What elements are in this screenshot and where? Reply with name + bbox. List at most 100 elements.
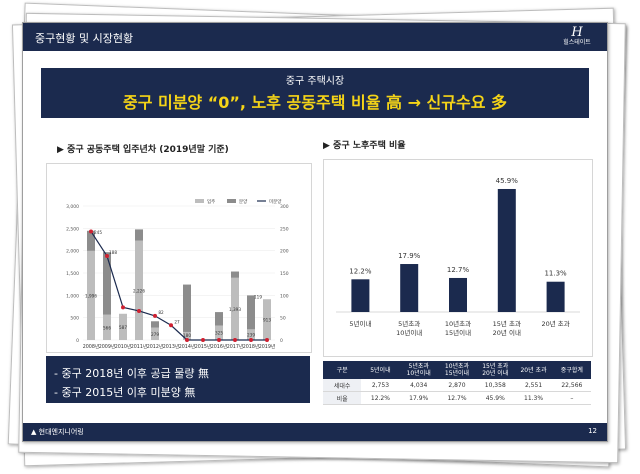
bar-move-in [151, 327, 159, 340]
category-label: 5년초과 10년이내 [396, 319, 422, 337]
unsold-value-label: 27 [174, 319, 180, 324]
category-label-line: 5년이내 [349, 319, 371, 328]
line-unsold [90, 231, 267, 341]
table-cell: 2,753 [361, 379, 400, 392]
table-header-cell: 중구합계 [552, 361, 591, 379]
page-number: 12 [588, 427, 597, 435]
table-cell: 11.3% [514, 391, 553, 405]
right-section-title: ▶ 중구 노후주택 비율 [323, 141, 406, 151]
category-label-line: 15년 초과 [493, 319, 521, 328]
y-right-tick-label: 50 [280, 316, 286, 322]
stack-value-label: 119 [254, 294, 262, 299]
bar-move-in [87, 250, 95, 340]
unsold-value-label: 82 [158, 310, 164, 315]
x-tick-label: 2017년 [227, 343, 244, 350]
footer-brand: ▲ 현대엔지니어링 [31, 427, 84, 437]
bar-move-in [263, 299, 271, 340]
table-cell: – [552, 391, 591, 405]
brand-logo: H 힐스테이트 [557, 26, 597, 48]
footer-brand-name: 현대엔지니어링 [38, 428, 84, 436]
bar-sale [215, 312, 223, 326]
category-label: 5년이내 [349, 319, 371, 328]
ratio-value-label: 45.9% [496, 177, 519, 185]
old-housing-ratio-chart: 12.2% 5년이내 17.9% 5년초과 10년이내 12.7% 10년초과 15년이내 45… [336, 177, 580, 337]
banner-headline: 중구 미분양 “0”, 노후 공동주택 비율 高 → 신규수요 多 [122, 93, 508, 112]
headline-banner: 중구 주택시장 중구 미분양 “0”, 노후 공동주택 비율 高 → 신규수요 … [41, 68, 589, 118]
move-in-year-chart: 0 500 1,000 1,500 2,000 2,500 3,000 0 50 100 150 20… [66, 198, 289, 350]
ratio-bar [351, 279, 370, 312]
table-cell: 12.7% [437, 391, 477, 405]
table-cell: 2,870 [437, 379, 477, 392]
legend-swatch [227, 199, 236, 203]
table-header-cell: 5년이내 [361, 361, 400, 379]
unsold-point [233, 338, 237, 342]
y-left-tick-label: 1,500 [66, 271, 79, 277]
legend-label: 분양 [239, 198, 247, 205]
housing-age-table: 구분 5년이내 5년초과 10년이내 10년초과 15년이내 15년 초과 20년 이내 20년… [323, 361, 591, 405]
y-left-tick-label: 1,000 [66, 293, 79, 299]
company-logo-icon: ▲ [31, 428, 37, 436]
banner-subtitle: 중구 주택시장 [285, 76, 345, 87]
y-left-tick-label: 2,500 [66, 226, 79, 232]
bar-move-in [103, 314, 111, 340]
y-right-tick-label: 0 [280, 338, 283, 344]
stack-value-label: 245 [94, 230, 102, 235]
ratio-bar [449, 277, 467, 312]
table-header-cell: 10년초과 15년이내 [437, 361, 477, 379]
bar-value-label: 587 [119, 325, 127, 330]
legend-swatch [195, 199, 204, 203]
unsold-point [153, 313, 157, 318]
unsold-point [201, 338, 205, 342]
ratio-bar [400, 264, 419, 312]
x-tick-label: 2018년 [243, 343, 260, 350]
y-right-tick-label: 250 [280, 226, 289, 232]
summary-notes: - 중구 2018년 이후 공급 물량 無 - 중구 2015년 이후 미분양 … [46, 356, 310, 403]
table-header-cell: 구분 [323, 361, 362, 379]
table-cell: 45.9% [476, 391, 515, 405]
ratio-bar [546, 281, 565, 312]
table-header-row: 구분 5년이내 5년초과 10년이내 10년초과 15년이내 15년 초과 20년 이내 20년… [323, 361, 591, 379]
x-tick-label: 2013년 [163, 343, 180, 350]
category-label-line: 15년이내 [445, 328, 471, 337]
move-in-chart-panel: 0 500 1,000 1,500 2,000 2,500 3,000 0 50 100 150 20… [46, 163, 312, 353]
table-cell: 비율 [323, 391, 362, 405]
category-label-line: 10년초과 [445, 319, 471, 328]
bar-value-label: 1,393 [229, 307, 241, 312]
category-label-line: 10년이내 [396, 328, 422, 337]
table-cell: 2,551 [514, 379, 553, 392]
x-tick-label: 2009년 [99, 343, 116, 350]
bar-sale [135, 229, 143, 241]
bar-value-label: 566 [103, 325, 111, 330]
y-left-tick-label: 3,000 [66, 204, 79, 210]
x-tick-label: 2019년 [259, 343, 276, 350]
bar-move-in [215, 325, 223, 340]
table-cell: 12.2% [361, 391, 400, 405]
y-right-tick-label: 300 [280, 204, 289, 210]
category-label-line: 5년초과 [398, 319, 420, 328]
unsold-point [105, 254, 109, 259]
y-left-tick-label: 500 [70, 316, 79, 322]
slide-title: 중구현황 및 시장현황 [35, 32, 134, 45]
unsold-point [121, 305, 125, 310]
bar-value-label: 279 [151, 332, 159, 337]
bar-value-label: 913 [263, 318, 271, 323]
left-section-title: ▶ 중구 공동주택 입주년차 (2019년말 기준) [57, 145, 229, 155]
slide: 중구현황 및 시장현황 H 힐스테이트 중구 주택시장 중구 미분양 “0”, … [22, 22, 608, 442]
unsold-point [169, 323, 173, 328]
old-housing-chart-panel: 12.2% 5년이내 17.9% 5년초과 10년이내 12.7% 10년초과 15년이내 45… [323, 159, 593, 357]
unsold-point [249, 338, 253, 342]
x-tick-label: 2012년 [147, 343, 164, 350]
unsold-point [89, 229, 93, 234]
table-header-cell: 5년초과 10년이내 [399, 361, 438, 379]
slide-footer: ▲ 현대엔지니어링 12 [23, 423, 607, 441]
category-label-line: 20년 이내 [493, 328, 521, 337]
legend-label: 미분양 [269, 198, 281, 205]
bar-value-label: 1,996 [85, 293, 97, 298]
table-cell: 17.9% [399, 391, 438, 405]
bar-sale [231, 271, 239, 278]
legend-label: 입주 [207, 198, 215, 205]
x-tick-label: 2011년 [131, 343, 148, 350]
x-tick-label: 2014년 [179, 343, 196, 350]
bar-value-label: 325 [215, 331, 223, 336]
ratio-value-label: 17.9% [398, 252, 421, 260]
